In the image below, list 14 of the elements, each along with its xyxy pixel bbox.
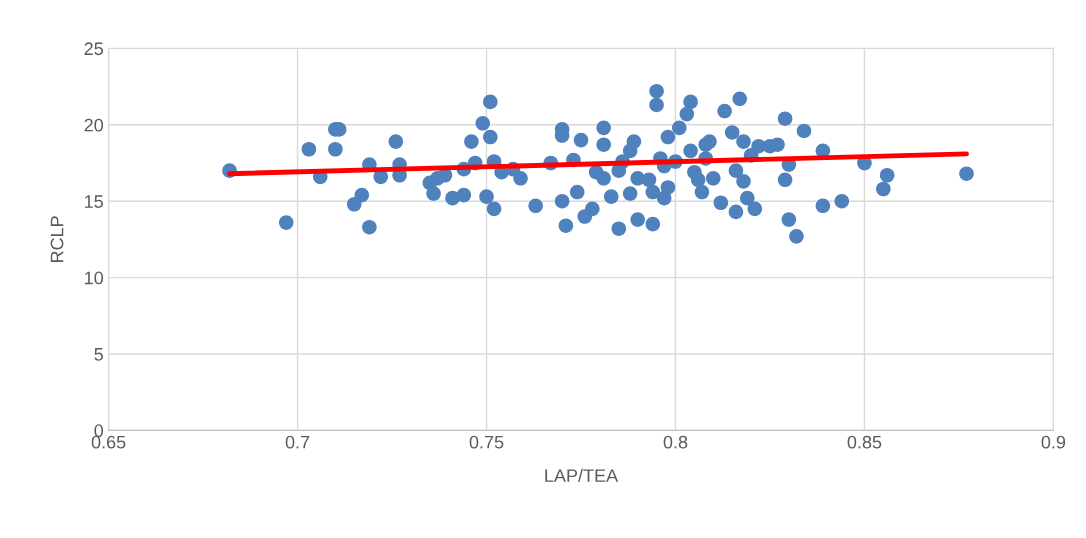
y-tick-label: 20	[84, 118, 104, 132]
x-tick-label: 0.75	[469, 435, 504, 449]
y-tick-label: 15	[85, 195, 103, 208]
x-tick-label: 0.65	[91, 435, 126, 449]
y-tick-label: 25	[84, 42, 103, 56]
x-tick-label: 0.85	[847, 435, 882, 449]
y-tick-label: 5	[94, 348, 103, 361]
x-tick-label: 0.7	[285, 435, 310, 449]
x-axis-title: LAP/TEA	[545, 468, 619, 483]
y-tick-label: 0	[94, 424, 104, 438]
x-tick-label: 0.9	[1041, 435, 1066, 449]
x-tick-label: 0.8	[663, 435, 688, 449]
y-tick-label: 10	[85, 271, 104, 285]
y-axis-title: RCLP	[50, 216, 64, 263]
